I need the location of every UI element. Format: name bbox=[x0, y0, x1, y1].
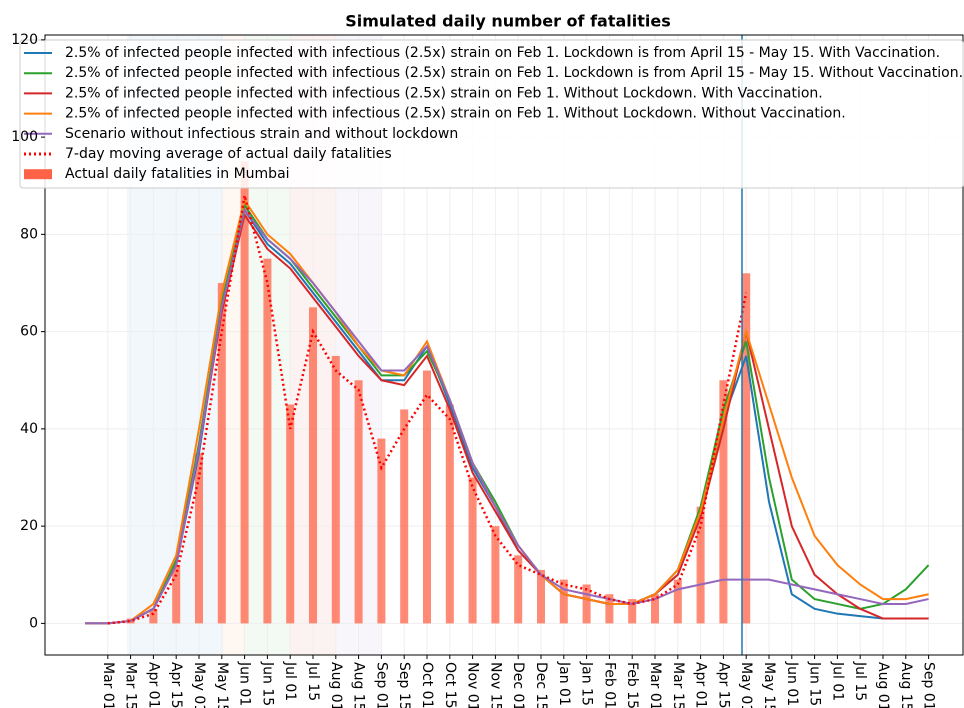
moving-average-line bbox=[107, 195, 748, 625]
x-tick-label: Mar 15 bbox=[670, 662, 686, 708]
x-tick-label: Jan 15 bbox=[579, 661, 595, 706]
legend-label: Scenario without infectious strain and w… bbox=[65, 126, 458, 142]
bar bbox=[514, 555, 523, 624]
bar bbox=[468, 477, 477, 624]
x-tick-label: Oct 01 bbox=[419, 662, 435, 708]
band bbox=[223, 35, 245, 655]
bar bbox=[696, 506, 705, 624]
legend-label: Actual daily fatalities in Mumbai bbox=[65, 166, 290, 182]
bar bbox=[195, 453, 203, 624]
x-tick-label: Jun 15 bbox=[807, 661, 823, 706]
x-tick-label: Mar 01 bbox=[647, 662, 663, 708]
y-tick-label: 20 bbox=[20, 518, 38, 534]
x-tick-label: Sep 01 bbox=[921, 662, 937, 708]
x-tick-label: Nov 15 bbox=[487, 662, 503, 708]
bar bbox=[377, 438, 386, 624]
bar bbox=[628, 599, 637, 624]
bar bbox=[673, 579, 682, 624]
bar bbox=[445, 404, 454, 624]
y-tick-label: 40 bbox=[20, 421, 38, 437]
x-tick-label: Apr 15 bbox=[715, 662, 731, 708]
bar bbox=[286, 404, 295, 624]
x-tick-label: Apr 01 bbox=[145, 662, 161, 708]
x-tick-label: Apr 01 bbox=[693, 662, 709, 708]
x-tick-label: Dec 01 bbox=[510, 662, 526, 708]
bar bbox=[240, 161, 249, 624]
x-tick-label: Jun 01 bbox=[784, 661, 800, 706]
y-tick-label: 60 bbox=[20, 324, 38, 340]
bar bbox=[537, 569, 545, 624]
bar bbox=[263, 258, 272, 624]
x-tick-label: May 01 bbox=[738, 662, 754, 708]
x-tick-label: Dec 15 bbox=[533, 662, 549, 708]
x-tick-label: Jul 01 bbox=[282, 661, 298, 701]
legend-label: 7-day moving average of actual daily fat… bbox=[65, 146, 392, 162]
x-tick-label: Feb 01 bbox=[601, 662, 617, 708]
x-tick-label: Aug 01 bbox=[875, 662, 891, 708]
bar bbox=[400, 409, 409, 624]
x-tick-label: May 01 bbox=[191, 662, 207, 708]
legend-label: 2.5% of infected people infected with in… bbox=[65, 85, 823, 101]
series-line bbox=[85, 207, 929, 625]
legend-label: 2.5% of infected people infected with in… bbox=[65, 65, 963, 81]
bar bbox=[559, 579, 568, 624]
y-tick-label: 100 bbox=[11, 129, 38, 145]
x-tick-label: Sep 15 bbox=[396, 662, 412, 708]
bar bbox=[217, 283, 226, 624]
x-tick-label: Jun 01 bbox=[237, 661, 253, 706]
series-line bbox=[85, 212, 929, 625]
bar bbox=[309, 307, 317, 624]
x-tick-label: Sep 01 bbox=[373, 662, 389, 708]
plot bbox=[85, 161, 930, 625]
bar bbox=[605, 594, 614, 624]
y-tick-label: 80 bbox=[20, 226, 38, 242]
x-tick-label: Aug 15 bbox=[351, 662, 367, 708]
x-tick-label: Aug 01 bbox=[328, 662, 344, 708]
x-tick-label: Mar 01 bbox=[100, 662, 116, 708]
axis: 0 20 40 60 80 100 120 Mar 01 Mar 15 Apr 01 Apr 15 M… bbox=[11, 32, 936, 708]
bar bbox=[491, 526, 500, 624]
bar bbox=[423, 370, 431, 624]
x-tick-label: Jun 15 bbox=[259, 661, 275, 706]
x-tick-label: May 15 bbox=[761, 662, 777, 708]
legend-box bbox=[19, 39, 964, 189]
x-tick-label: Jul 15 bbox=[305, 661, 321, 701]
x-tick-label: Apr 15 bbox=[168, 662, 184, 708]
bar bbox=[149, 608, 158, 624]
axes-frame bbox=[44, 34, 964, 656]
bar bbox=[742, 273, 751, 624]
series-line bbox=[85, 202, 930, 625]
chart-title: Simulated daily number of fatalities bbox=[345, 12, 671, 31]
legend-label: 2.5% of infected people infected with in… bbox=[65, 106, 846, 122]
x-tick-label: Feb 15 bbox=[624, 662, 640, 708]
y-tick-label: 0 bbox=[29, 615, 38, 631]
bar bbox=[651, 594, 659, 624]
x-tick-label: Jul 15 bbox=[852, 661, 868, 701]
x-tick-label: Aug 15 bbox=[898, 662, 914, 708]
x-tick-label: Jul 01 bbox=[829, 661, 845, 701]
x-tick-label: Mar 15 bbox=[123, 662, 139, 708]
bar bbox=[172, 565, 181, 624]
legend-swatch bbox=[24, 169, 52, 180]
bar bbox=[331, 355, 340, 624]
bar bbox=[582, 584, 591, 624]
x-tick-label: Nov 01 bbox=[465, 662, 481, 708]
bar bbox=[719, 380, 728, 624]
x-tick-label: May 15 bbox=[214, 662, 230, 708]
x-tick-label: Oct 15 bbox=[442, 662, 458, 708]
x-tick-label: Jan 01 bbox=[556, 661, 572, 706]
legend-label: 2.5% of infected people infected with in… bbox=[65, 45, 940, 61]
legend: 2.5% of infected people infected with in… bbox=[24, 45, 963, 182]
y-tick-label: 120 bbox=[11, 32, 38, 48]
bar bbox=[354, 380, 363, 624]
